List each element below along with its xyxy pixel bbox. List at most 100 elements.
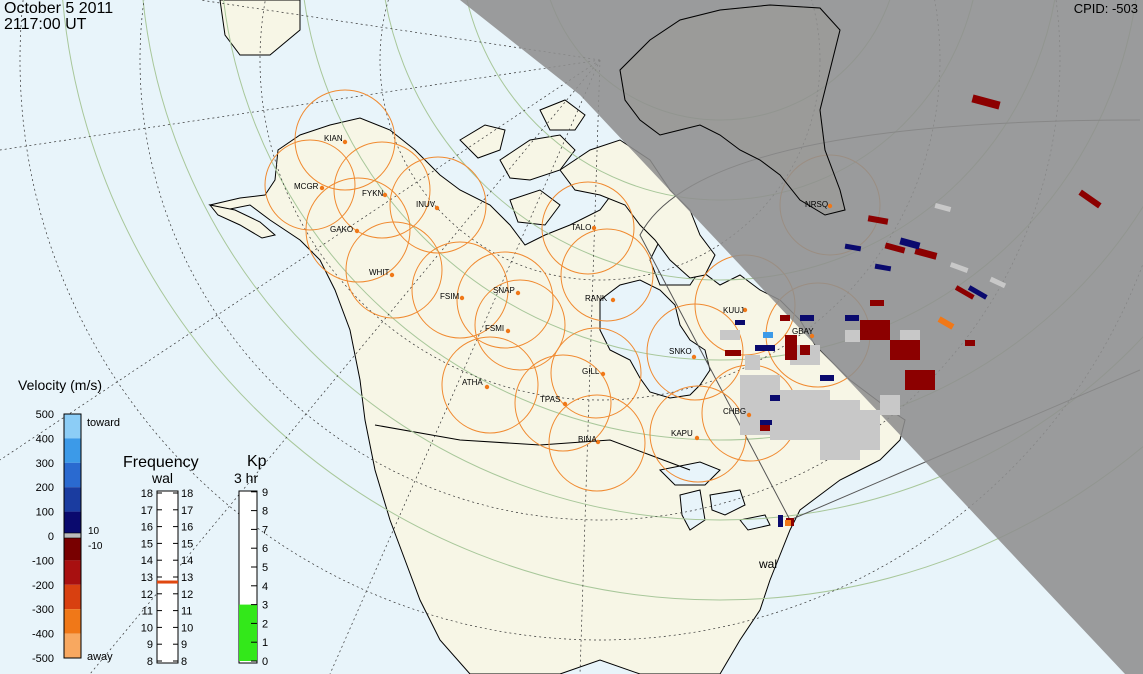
station-label-nrsq: NRSQ <box>805 200 828 209</box>
kp-tick-label: 2 <box>262 618 268 630</box>
away-echoes <box>725 94 1102 526</box>
frequency-tick-left: 10 <box>141 622 153 634</box>
kp-ticks: 9 8 7 6 5 4 3 2 1 0 <box>251 487 268 668</box>
kp-tick-label: 6 <box>262 543 268 555</box>
frequency-title: Frequency <box>123 454 199 471</box>
station-label-bina: BINA <box>578 435 597 444</box>
kp-tick-label: 5 <box>262 562 268 574</box>
frequency-tick-left: 13 <box>141 572 153 584</box>
velocity-away-label: away <box>87 651 113 663</box>
frequency-tick-right: 15 <box>181 538 193 550</box>
velocity-color-segment <box>64 462 81 488</box>
kp-subtitle: 3 hr <box>234 470 258 486</box>
kp-tick-label: 3 <box>262 600 268 612</box>
velocity-color-segment <box>64 633 81 658</box>
velocity-tick-label: -500 <box>32 653 54 665</box>
velocity-color-segment <box>64 414 81 439</box>
frequency-tick-right: 12 <box>181 589 193 601</box>
velocity-color-segment <box>64 438 81 463</box>
velocity-tick-label: 500 <box>36 409 54 421</box>
station-label-whit: WHIT <box>369 268 390 277</box>
cpid-label: CPID: -503 <box>1073 1 1138 16</box>
frequency-tick-right: 17 <box>181 505 193 517</box>
velocity-color-segment <box>64 536 81 561</box>
aleutians <box>208 204 277 239</box>
kp-tick-label: 0 <box>262 656 268 668</box>
station-label-kuuj: KUUJ <box>723 306 744 315</box>
kp-legend: Kp 3 hr 9 8 7 6 5 4 3 2 1 0 <box>234 453 268 668</box>
velocity-echoes <box>720 94 1102 527</box>
frequency-tick-left: 14 <box>141 555 153 567</box>
time-label: 2117:00 UT <box>4 16 87 33</box>
velocity-side-label-pos: 10 <box>88 526 100 537</box>
station-label-atha: ATHA <box>462 378 483 387</box>
frequency-tick-right: 11 <box>181 606 192 618</box>
velocity-color-segment <box>64 511 81 536</box>
station-label-snko: SNKO <box>669 347 692 356</box>
velocity-color-segment <box>64 560 81 585</box>
frequency-tick-right: 16 <box>181 522 193 534</box>
velocity-color-segment <box>64 487 81 512</box>
velocity-tick-label: -400 <box>32 629 54 641</box>
velocity-color-segment <box>64 609 81 634</box>
frequency-tick-left: 11 <box>142 606 153 618</box>
frequency-subtitle: wal <box>151 470 173 486</box>
frequency-indicator <box>157 580 178 584</box>
velocity-tick-label: 100 <box>36 507 54 519</box>
station-label-gill: GILL <box>582 367 600 376</box>
north-island <box>219 0 301 56</box>
velocity-tick-label: 400 <box>36 433 54 445</box>
station-label-fykn: FYKN <box>362 189 384 198</box>
station-label-kian: KIAN <box>324 134 343 143</box>
frequency-tick-left: 18 <box>141 488 153 500</box>
frequency-tick-right: 13 <box>181 572 193 584</box>
kp-tick-label: 9 <box>262 487 268 499</box>
kp-level-fill <box>239 604 257 661</box>
canada-us-border <box>374 424 691 471</box>
station-label-inuv: INUV <box>416 200 436 209</box>
frequency-tick-left: 15 <box>141 538 153 550</box>
velocity-color-bar <box>63 413 82 659</box>
station-label-chbg: CHBG <box>723 407 746 416</box>
station-dots <box>319 139 833 445</box>
light-toward-echo <box>763 332 773 338</box>
frequency-tick-left: 17 <box>141 505 153 517</box>
orange-away-echo <box>937 316 955 330</box>
site-echo <box>785 520 791 526</box>
velocity-bar-frame <box>63 413 82 659</box>
velocity-color-segment <box>64 584 81 610</box>
station-label-fsmi: FSMI <box>485 324 504 333</box>
velocity-legend: Velocity (m/s) 500 400 300 200 100 0 -100 -200 -… <box>18 377 120 665</box>
frequency-tick-right: 14 <box>181 555 193 567</box>
station-label-kapu: KAPU <box>671 429 693 438</box>
velocity-tick-label: -200 <box>32 580 54 592</box>
velocity-tick-label: 200 <box>36 482 54 494</box>
frequency-tick-left: 8 <box>147 656 153 668</box>
frequency-tick-left: 9 <box>147 639 153 651</box>
frequency-tick-right: 9 <box>181 639 187 651</box>
station-label-gako: GAKO <box>330 225 353 234</box>
kp-tick-label: 4 <box>262 581 268 593</box>
arctic-island-2 <box>459 124 506 159</box>
velocity-title: Velocity (m/s) <box>18 377 102 393</box>
velocity-tick-label: 300 <box>36 458 54 470</box>
velocity-tick-labels: 500 400 300 200 100 0 -100 -200 -300 -400 -500 <box>32 409 54 665</box>
station-label-fsim: FSIM <box>440 292 459 301</box>
frequency-tick-right: 8 <box>181 656 187 668</box>
velocity-zero-band <box>63 532 82 539</box>
kp-tick-label: 1 <box>262 637 268 649</box>
greenland-outline-night <box>619 4 846 216</box>
velocity-toward-label: toward <box>87 417 120 429</box>
frequency-ticks: 18 18 17 17 16 16 15 15 14 14 13 13 12 12 11 11 10 10 9 9 8 8 <box>141 488 194 668</box>
toward-echoes <box>735 237 988 527</box>
frequency-tick-right: 10 <box>181 622 193 634</box>
station-label-rank: RANK <box>585 294 608 303</box>
station-label-gbay: GBAY <box>792 327 814 336</box>
arctic-island-1 <box>499 134 576 181</box>
frequency-legend: Frequency wal 18 18 17 17 16 16 15 15 14 14 13 13 12… <box>123 454 199 668</box>
frequency-tick-left: 16 <box>141 522 153 534</box>
velocity-tick-label: -300 <box>32 604 54 616</box>
station-labels: KIAN MCGR FYKN INUV GAKO WHIT TALO NRSQ … <box>294 134 828 444</box>
station-label-tpas: TPAS <box>540 395 560 404</box>
